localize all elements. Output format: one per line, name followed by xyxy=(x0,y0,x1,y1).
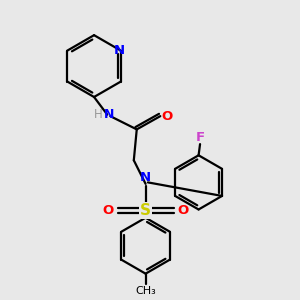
Text: CH₃: CH₃ xyxy=(135,286,156,296)
Text: S: S xyxy=(140,203,151,218)
Text: O: O xyxy=(161,110,172,123)
Text: F: F xyxy=(196,131,205,144)
Text: N: N xyxy=(114,44,125,57)
Text: O: O xyxy=(103,204,114,217)
Text: N: N xyxy=(140,172,151,184)
Text: H: H xyxy=(94,108,102,121)
Text: O: O xyxy=(177,204,189,217)
Text: N: N xyxy=(103,108,114,121)
